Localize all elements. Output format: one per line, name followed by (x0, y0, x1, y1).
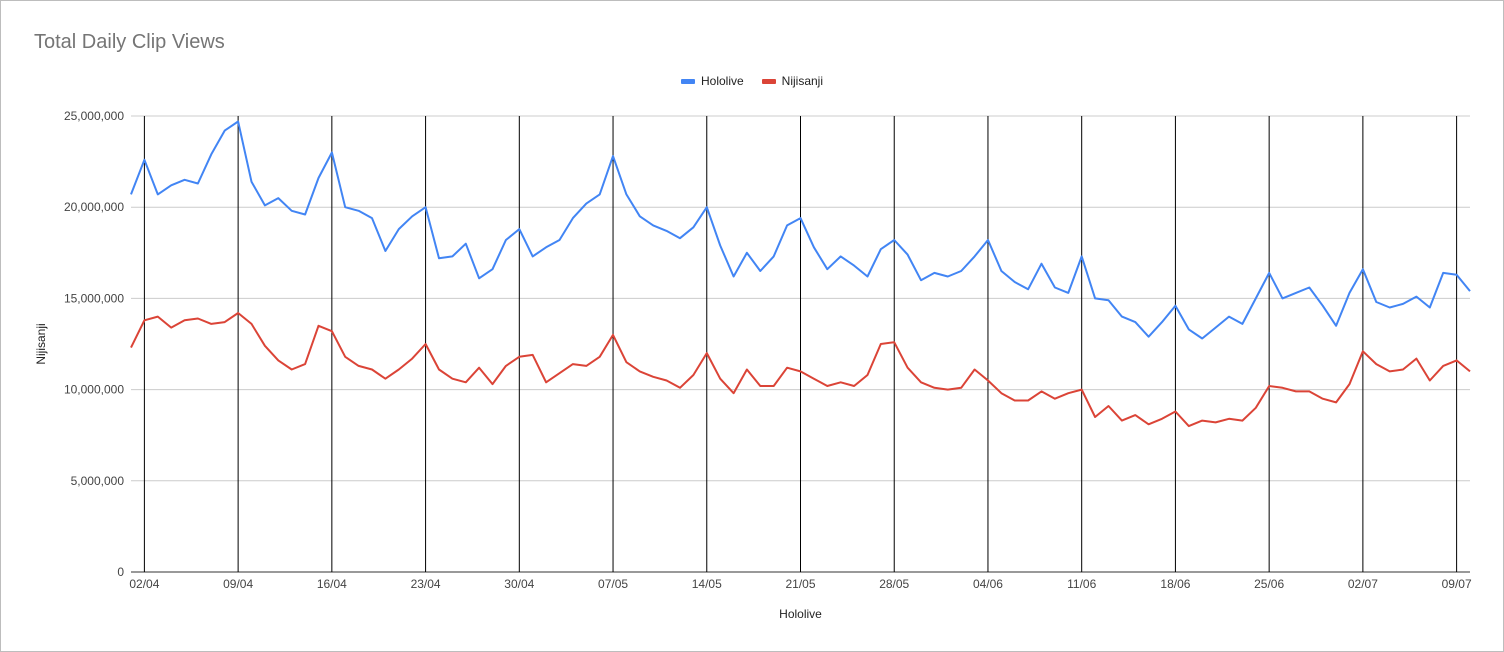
y-tick-label: 0 (117, 565, 124, 579)
legend: Hololive Nijisanji (1, 74, 1503, 88)
series-layer (130, 120, 1471, 428)
legend-swatch-nijisanji (761, 78, 776, 84)
chart-title: Total Daily Clip Views (34, 31, 225, 53)
x-tick-label: 11/06 (1067, 577, 1096, 591)
y-tick-label: 10,000,000 (64, 383, 124, 397)
y-axis-title: Nijisanji (34, 323, 48, 364)
y-tick-label: 25,000,000 (64, 109, 124, 123)
x-tick-label: 30/04 (504, 577, 534, 591)
x-axis-ticks: 02/04 09/04 16/04 23/04 30/04 07/05 14/05 21/05… (129, 577, 1472, 591)
x-gridlines (143, 116, 1458, 572)
x-tick-label: 14/05 (692, 577, 722, 591)
y-tick-label: 15,000,000 (64, 291, 124, 305)
x-axis-title: Hololive (779, 607, 822, 621)
y-tick-label: 20,000,000 (64, 200, 124, 214)
x-tick-label: 18/06 (1160, 577, 1190, 591)
series-line-nijisanji[interactable] (130, 312, 1471, 428)
x-tick-label: 09/04 (223, 577, 253, 591)
x-tick-label: 16/04 (317, 577, 347, 591)
legend-item-hololive[interactable]: Hololive (680, 74, 744, 88)
x-tick-label: 07/05 (598, 577, 628, 591)
legend-label-nijisanji: Nijisanji (781, 74, 824, 88)
x-tick-label: 04/06 (973, 577, 1003, 591)
legend-swatch-hololive (680, 78, 695, 84)
x-tick-label: 21/05 (785, 577, 815, 591)
legend-label-hololive: Hololive (700, 74, 744, 88)
y-tick-label: 5,000,000 (71, 474, 125, 488)
x-tick-label: 25/06 (1254, 577, 1284, 591)
x-tick-label: 02/07 (1348, 577, 1378, 591)
x-tick-label: 23/04 (411, 577, 441, 591)
x-tick-label: 09/07 (1442, 577, 1472, 591)
series-line-hololive[interactable] (130, 120, 1471, 340)
legend-item-nijisanji[interactable]: Nijisanji (761, 74, 824, 88)
y-axis-ticks: 0 5,000,000 10,000,000 15,000,000 20,000,000… (64, 109, 124, 579)
x-tick-label: 28/05 (879, 577, 909, 591)
x-tick-label: 02/04 (129, 577, 159, 591)
